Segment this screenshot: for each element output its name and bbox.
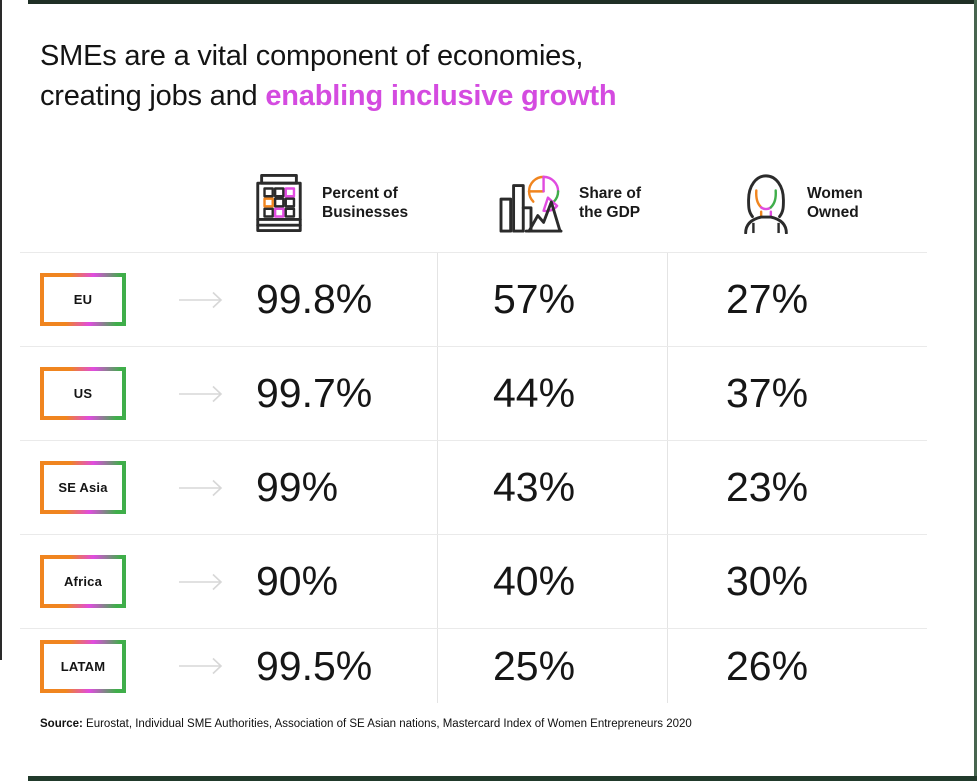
share-of-gdp-value: 43% [493, 464, 576, 510]
column-label: Women Owned [807, 184, 863, 222]
table-row-eu: EU 99.8% 57% 27% [20, 253, 927, 347]
table-row-latam: LATAM 99.5% 25% 26% [20, 629, 927, 703]
region-badge: SE Asia [40, 461, 126, 514]
region-cell: US 99.7% [20, 347, 437, 440]
page-title: SMEs are a vital component of economies,… [40, 36, 617, 116]
women-owned-cell: 23% [667, 441, 927, 534]
women-owned-cell: 37% [667, 347, 927, 440]
source-text: Eurostat, Individual SME Authorities, As… [82, 718, 692, 730]
share-of-gdp-cell: 25% [437, 629, 667, 703]
percent-of-businesses-value: 99.8% [256, 276, 373, 322]
women-owned-cell: 26% [667, 629, 927, 703]
share-of-gdp-value: 57% [493, 276, 576, 322]
frame-edge-top [28, 0, 977, 4]
region-badge: LATAM [40, 639, 126, 693]
column-label-line1: Women [807, 185, 863, 202]
women-owned-value: 30% [726, 558, 809, 604]
share-of-gdp-value: 25% [493, 642, 576, 689]
woman-icon [740, 172, 792, 234]
region-cell: LATAM 99.5% [20, 629, 437, 703]
women-owned-value: 26% [726, 642, 809, 689]
column-label-line1: Share of [579, 185, 642, 202]
column-header-percent-of-businesses: Percent of Businesses [251, 160, 408, 246]
column-label: Share of the GDP [579, 184, 641, 222]
percent-of-businesses-value: 99% [256, 464, 339, 510]
title-line1: SMEs are a vital component of economies, [40, 40, 584, 72]
source-note: Source: Eurostat, Individual SME Authori… [40, 718, 692, 730]
arrow-right-icon [178, 479, 224, 497]
data-table: EU 99.8% 57% 27% US 99.7% 44% 37% SE Asi… [20, 252, 927, 703]
title-highlight: enabling inclusive growth [265, 80, 617, 112]
share-of-gdp-cell: 40% [437, 535, 667, 628]
arrow-right-icon [178, 291, 224, 309]
region-label: EU [73, 292, 93, 307]
region-label: US [73, 386, 93, 401]
frame-edge-bottom [28, 776, 977, 781]
region-cell: EU 99.8% [20, 253, 437, 346]
women-owned-value: 37% [726, 370, 809, 416]
women-owned-value: 27% [726, 276, 809, 322]
column-label-line1: Percent of [322, 185, 398, 202]
region-badge: Africa [40, 555, 126, 608]
arrow-right-icon [178, 573, 224, 591]
percent-of-businesses-value: 99.7% [256, 370, 373, 416]
region-badge: EU [40, 273, 126, 326]
women-owned-cell: 30% [667, 535, 927, 628]
percent-of-businesses-value: 99.5% [256, 642, 373, 689]
source-label: Source: [40, 718, 83, 730]
share-of-gdp-cell: 44% [437, 347, 667, 440]
share-of-gdp-value: 40% [493, 558, 576, 604]
column-label-line2: Owned [807, 204, 859, 221]
women-owned-cell: 27% [667, 253, 927, 346]
percent-of-businesses-value: 90% [256, 558, 339, 604]
frame-edge-right [974, 0, 977, 781]
arrow-right-icon [178, 385, 224, 403]
women-owned-value: 23% [726, 464, 809, 510]
column-header-share-of-gdp: Share of the GDP [498, 160, 641, 246]
region-label: SE Asia [58, 480, 108, 495]
column-label: Percent of Businesses [322, 184, 408, 222]
column-label-line2: the GDP [579, 204, 641, 221]
column-label-line2: Businesses [322, 204, 409, 221]
title-line2-prefix: creating jobs and [40, 80, 266, 112]
region-cell: Africa 90% [20, 535, 437, 628]
share-of-gdp-cell: 43% [437, 441, 667, 534]
region-label: LATAM [60, 658, 106, 674]
share-of-gdp-value: 44% [493, 370, 576, 416]
column-header-row: Percent of Businesses [0, 160, 977, 246]
region-cell: SE Asia 99% [20, 441, 437, 534]
frame-edge-left [0, 0, 2, 660]
building-icon [251, 172, 307, 234]
table-row-us: US 99.7% 44% 37% [20, 347, 927, 441]
share-of-gdp-cell: 57% [437, 253, 667, 346]
region-badge: US [40, 367, 126, 420]
table-row-africa: Africa 90% 40% 30% [20, 535, 927, 629]
column-header-women-owned: Women Owned [740, 160, 863, 246]
region-label: Africa [63, 574, 103, 589]
table-row-se-asia: SE Asia 99% 43% 23% [20, 441, 927, 535]
gdp-chart-icon [498, 173, 564, 233]
arrow-right-icon [178, 657, 224, 675]
